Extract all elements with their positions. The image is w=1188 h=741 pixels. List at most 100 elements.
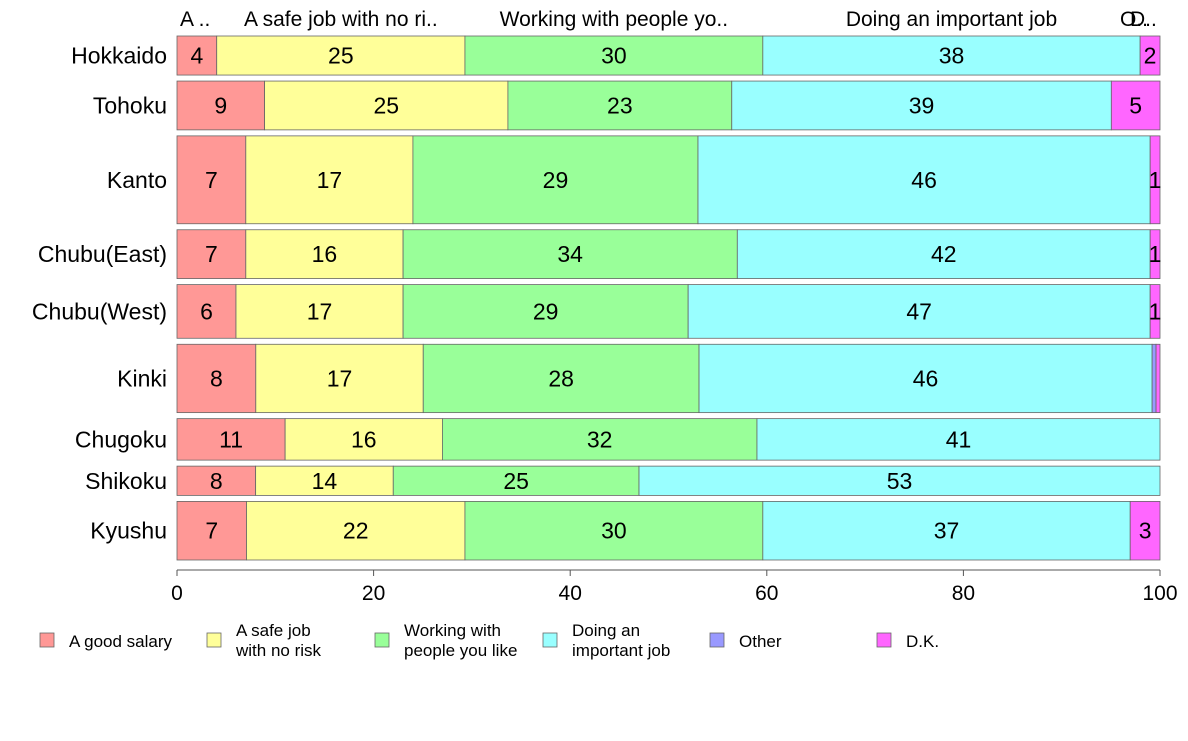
data-label: 8 bbox=[210, 468, 223, 494]
bar-segment-kinki-1 bbox=[255, 343, 424, 414]
data-label: 46 bbox=[913, 365, 939, 391]
category-label: Chubu(West) bbox=[32, 298, 167, 324]
bar-segment-chugoku-0 bbox=[176, 418, 286, 461]
data-label: 23 bbox=[607, 92, 633, 118]
legend-label: A good salary bbox=[69, 632, 173, 651]
category-label: Chubu(East) bbox=[38, 241, 167, 267]
legend-swatch bbox=[709, 632, 725, 648]
data-label: 17 bbox=[307, 298, 333, 324]
legend-label: D.K. bbox=[906, 632, 939, 651]
data-label: 8 bbox=[210, 365, 223, 391]
data-label: 53 bbox=[887, 468, 913, 494]
bar-segment-hokkaido-1 bbox=[216, 35, 466, 76]
bar-segment-tohoku-1 bbox=[264, 80, 509, 131]
category-label: Kanto bbox=[107, 167, 167, 193]
data-label: 25 bbox=[503, 468, 529, 494]
data-label: 46 bbox=[911, 167, 937, 193]
legend-swatch bbox=[39, 632, 55, 648]
legend-label: with no risk bbox=[235, 641, 322, 660]
data-label: 7 bbox=[205, 518, 218, 544]
bar-segment-kinki-4 bbox=[1151, 343, 1157, 414]
data-label: 42 bbox=[931, 241, 957, 267]
bar-segment-hokkaido-0 bbox=[176, 35, 218, 76]
category-label: Kyushu bbox=[90, 518, 167, 544]
bar-segment-kinki-3 bbox=[698, 343, 1153, 414]
data-label: 6 bbox=[200, 298, 213, 324]
bar-segment-chubu-east--3 bbox=[736, 229, 1151, 279]
data-label: 14 bbox=[312, 468, 338, 494]
x-tick-label: 60 bbox=[755, 582, 778, 605]
bar-segment-chubu-east--0 bbox=[176, 229, 247, 279]
bar-segment-kanto-5 bbox=[1149, 135, 1161, 225]
category-label: Chugoku bbox=[75, 426, 167, 452]
data-label: 30 bbox=[601, 43, 627, 69]
data-label: 25 bbox=[328, 43, 354, 69]
legend-label: Working with bbox=[404, 621, 501, 640]
legend-label: people you like bbox=[404, 641, 517, 660]
data-label: 1 bbox=[1149, 241, 1162, 267]
bar-segment-shikoku-3 bbox=[638, 465, 1161, 496]
data-label: 32 bbox=[587, 426, 613, 452]
x-tick-label: 40 bbox=[559, 582, 582, 605]
data-label: 3 bbox=[1139, 518, 1152, 544]
legend-label: A safe job bbox=[236, 621, 311, 640]
bar-segment-kanto-1 bbox=[245, 135, 414, 225]
top-series-label: Doing an important job bbox=[846, 8, 1057, 31]
data-label: 37 bbox=[934, 518, 960, 544]
bar-segment-chubu-east--5 bbox=[1149, 229, 1161, 279]
data-label: 47 bbox=[906, 298, 932, 324]
data-label: 7 bbox=[205, 167, 218, 193]
bar-segment-hokkaido-5 bbox=[1139, 35, 1161, 76]
data-label: 29 bbox=[533, 298, 559, 324]
data-label: 29 bbox=[543, 167, 569, 193]
legend-swatch bbox=[876, 632, 892, 648]
bar-segment-kanto-0 bbox=[176, 135, 247, 225]
data-label: 34 bbox=[557, 241, 583, 267]
x-tick-label: 0 bbox=[171, 582, 183, 605]
category-label: Hokkaido bbox=[71, 43, 167, 69]
top-series-label: Working with people yo.. bbox=[500, 8, 728, 31]
top-series-label: A .. bbox=[180, 8, 210, 31]
x-tick-label: 100 bbox=[1142, 582, 1177, 605]
bar-segment-kyushu-0 bbox=[176, 501, 247, 561]
data-label: 1 bbox=[1149, 167, 1162, 193]
data-label: 7 bbox=[205, 241, 218, 267]
legend-swatch bbox=[374, 632, 390, 648]
data-label: 30 bbox=[601, 518, 627, 544]
bar-segment-shikoku-2 bbox=[392, 465, 640, 496]
data-label: 39 bbox=[909, 92, 935, 118]
bar-segment-kyushu-1 bbox=[246, 501, 466, 561]
data-label: 17 bbox=[317, 167, 343, 193]
data-label: 4 bbox=[190, 43, 203, 69]
legend-label: Other bbox=[739, 632, 782, 651]
bar-segment-tohoku-0 bbox=[176, 80, 265, 131]
bar-segment-hokkaido-2 bbox=[464, 35, 764, 76]
bar-segment-chubu-west--3 bbox=[687, 284, 1151, 339]
data-label: 17 bbox=[327, 365, 353, 391]
data-label: 9 bbox=[214, 92, 227, 118]
data-label: 2 bbox=[1144, 43, 1157, 69]
bar-segment-tohoku-2 bbox=[507, 80, 733, 131]
bar-segment-kanto-3 bbox=[697, 135, 1151, 225]
data-label: 5 bbox=[1129, 92, 1142, 118]
data-label: 16 bbox=[351, 426, 377, 452]
bar-segment-tohoku-3 bbox=[731, 80, 1112, 131]
data-label: 16 bbox=[312, 241, 338, 267]
data-label: 38 bbox=[939, 43, 965, 69]
bar-segment-chugoku-1 bbox=[284, 418, 443, 461]
legend-swatch bbox=[542, 632, 558, 648]
data-label: 11 bbox=[219, 426, 243, 452]
x-tick-label: 80 bbox=[952, 582, 975, 605]
bar-segment-hokkaido-3 bbox=[762, 35, 1141, 76]
top-series-label: A safe job with no ri.. bbox=[244, 8, 438, 31]
bar-segment-shikoku-0 bbox=[176, 465, 257, 496]
bar-segment-chugoku-3 bbox=[756, 418, 1161, 461]
category-label: Tohoku bbox=[93, 92, 167, 118]
bar-segment-chubu-east--2 bbox=[402, 229, 738, 279]
bar-segment-kyushu-5 bbox=[1129, 501, 1161, 561]
data-label: 28 bbox=[548, 365, 574, 391]
bar-segment-chubu-west--2 bbox=[402, 284, 689, 339]
bar-segment-shikoku-1 bbox=[255, 465, 394, 496]
